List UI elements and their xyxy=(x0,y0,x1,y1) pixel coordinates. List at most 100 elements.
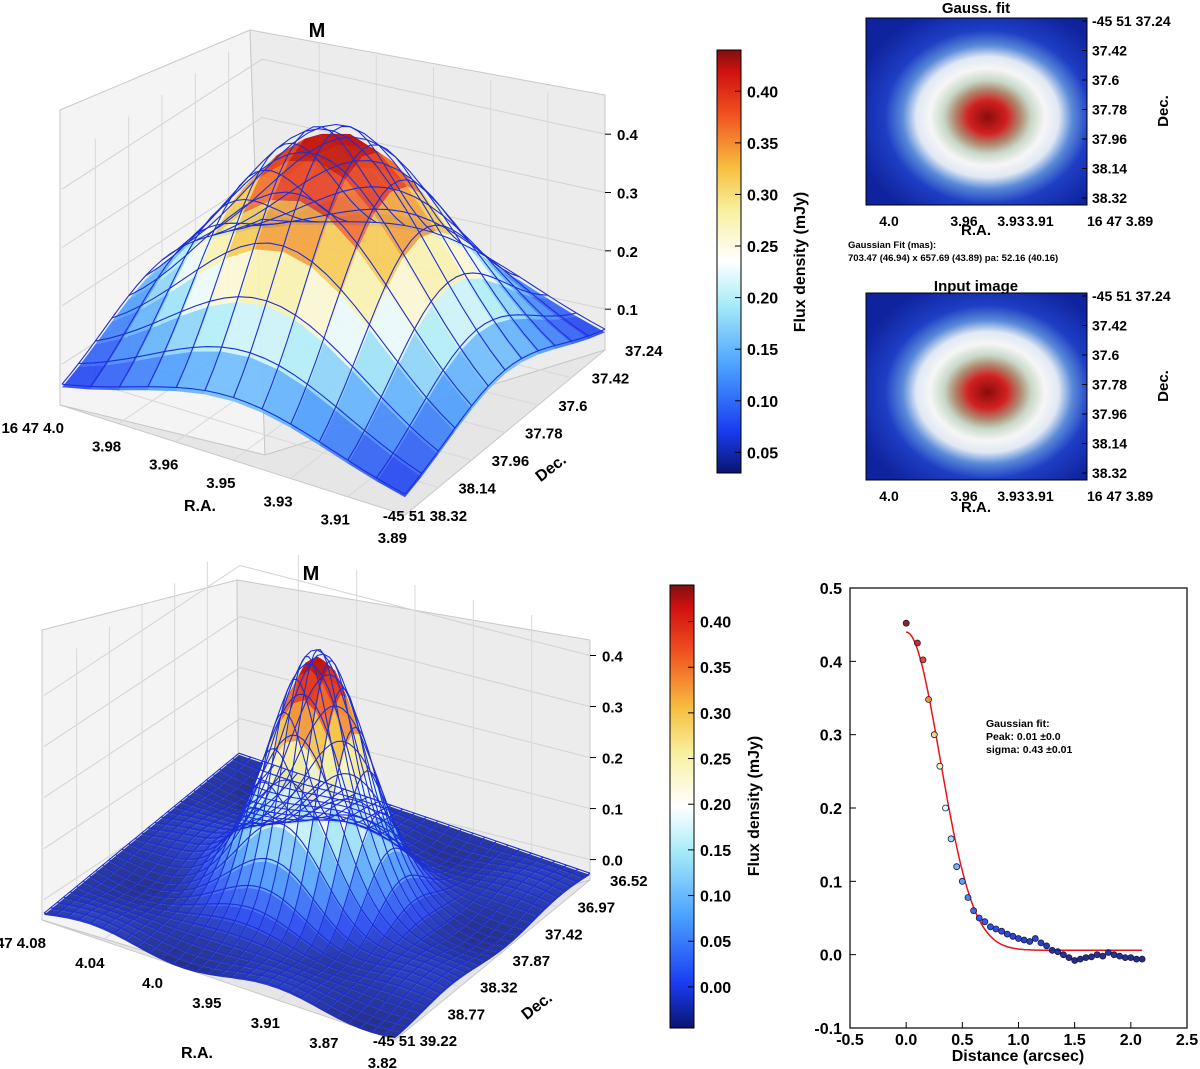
y-tick-label: 37.6 xyxy=(1092,72,1119,88)
surface-facet xyxy=(238,249,284,307)
x-tick-label: 3.82 xyxy=(368,1055,397,1069)
x-tick-label: 16 47 4.0 xyxy=(1,420,64,437)
surface-facet xyxy=(492,878,511,887)
chart-title: M xyxy=(303,563,320,585)
surface-facet xyxy=(493,939,512,948)
surface-facet xyxy=(508,908,527,920)
surface-facet xyxy=(340,965,359,975)
surface-facet xyxy=(534,882,553,893)
x-tick-label: 4.04 xyxy=(75,955,105,972)
surface-facet xyxy=(519,912,538,924)
surface-facet xyxy=(174,940,193,953)
colorbar-tick-label: 0.00 xyxy=(700,980,731,997)
wire-line xyxy=(371,864,567,1032)
surface-facet xyxy=(196,872,215,890)
z-tick-label: 0.0 xyxy=(602,853,623,870)
surface-facet xyxy=(536,858,555,867)
data-point xyxy=(1048,946,1056,954)
y-tick-label: 36.97 xyxy=(578,900,616,917)
surface-facet xyxy=(356,993,375,1006)
surface-facet xyxy=(192,936,211,950)
x-axis-label: Distance (arcsec) xyxy=(952,1048,1085,1065)
surface-facet xyxy=(495,852,514,861)
surface-facet xyxy=(352,329,398,402)
surface-facet xyxy=(423,895,442,913)
surface-facet xyxy=(175,922,194,934)
surface-facet xyxy=(413,955,432,965)
surface-facet xyxy=(181,914,200,926)
surface-facet xyxy=(393,851,412,880)
surface-facet xyxy=(398,980,418,992)
surface-facet xyxy=(440,861,459,870)
surface-facet xyxy=(192,802,211,811)
surface-facet xyxy=(184,963,203,973)
surface-facet xyxy=(410,900,429,922)
surface-facet xyxy=(328,960,347,972)
surface-facet xyxy=(489,842,509,853)
surface-facet xyxy=(266,979,285,989)
surface-facet xyxy=(202,858,221,880)
surface-facet xyxy=(155,874,174,885)
surface-facet xyxy=(228,803,247,812)
wireframe xyxy=(43,649,591,1038)
surface-facet xyxy=(390,186,436,239)
data-point xyxy=(1015,935,1022,942)
surface-facet xyxy=(296,984,315,995)
surface-facet xyxy=(147,351,193,392)
surface-facet xyxy=(259,861,278,895)
surface-facet xyxy=(194,893,213,907)
surface-facet xyxy=(391,920,410,940)
surface-facet xyxy=(526,318,572,350)
surface-facet xyxy=(142,888,161,897)
surface-facet xyxy=(185,945,204,957)
surface-facet xyxy=(226,760,245,772)
surface-facet xyxy=(118,894,137,903)
z-tick-label: 0.4 xyxy=(617,127,639,144)
surface-facet xyxy=(78,337,124,367)
surface-facet xyxy=(381,366,427,430)
surface-facet xyxy=(266,252,313,321)
surface-facet xyxy=(170,913,189,923)
wire-line xyxy=(238,752,591,874)
surface-facet xyxy=(419,951,438,960)
surface-facet xyxy=(459,334,505,390)
surface-facet xyxy=(231,839,250,873)
surface-facet xyxy=(119,355,165,391)
surface-facet xyxy=(462,950,481,959)
surface-facet xyxy=(415,921,434,937)
y-tick-label: 0.5 xyxy=(820,581,842,598)
surface-facet xyxy=(480,876,499,884)
surface-facet xyxy=(522,878,541,888)
surface-facet xyxy=(391,1006,410,1018)
colorbar-tick-label: 0.10 xyxy=(747,394,778,411)
data-point xyxy=(914,639,921,647)
surface-facet xyxy=(279,740,298,786)
surface-facet xyxy=(198,927,217,941)
z-tick-label: 0.1 xyxy=(617,302,638,319)
surface-facet xyxy=(521,894,540,906)
surface-facet xyxy=(245,942,264,956)
surface-facet xyxy=(456,954,475,962)
surface-facet xyxy=(419,231,465,288)
surface-facet xyxy=(481,278,527,320)
data-point xyxy=(987,923,994,931)
data-point xyxy=(1071,957,1079,964)
z-tick-label: 0.3 xyxy=(617,186,638,203)
data-point xyxy=(1009,932,1017,940)
surface-facet xyxy=(473,896,492,908)
surface-facet xyxy=(356,846,375,895)
surface-facet xyxy=(392,987,411,999)
surface-facet xyxy=(485,261,532,297)
surface-facet xyxy=(176,351,222,395)
surface-facet xyxy=(369,290,415,367)
surface-facet xyxy=(292,963,311,973)
heatmap-gauss-fit: Gauss. fit 4.0 3.96 3.93 3.91 16 47 3.89 -45… xyxy=(848,0,1172,264)
surface-facet xyxy=(514,900,533,913)
surface-facet xyxy=(127,920,146,931)
surface-facet xyxy=(447,855,466,865)
wire-line xyxy=(359,860,556,1028)
surface-facet xyxy=(389,945,408,957)
colorbar-tick-label: 0.40 xyxy=(700,615,731,632)
surface-facet xyxy=(398,879,418,906)
